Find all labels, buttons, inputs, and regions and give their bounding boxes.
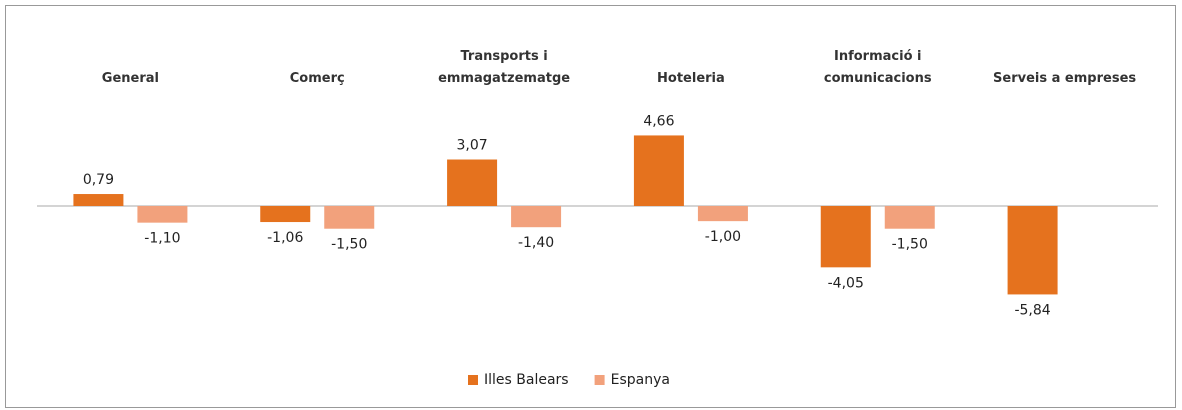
bar — [324, 206, 375, 229]
value-label: -4,05 — [828, 275, 864, 291]
category-label: Hoteleria — [657, 71, 725, 86]
bar — [820, 206, 871, 268]
value-label: 4,66 — [643, 113, 674, 129]
bar — [884, 206, 935, 229]
bar — [1007, 206, 1058, 295]
legend-label: Espanya — [611, 372, 670, 388]
category-label: General — [101, 71, 159, 86]
bar — [697, 206, 748, 222]
category-label: Informació i comunicacions — [823, 49, 932, 86]
chart-border — [5, 5, 1176, 408]
legend-label: Illes Balears — [484, 372, 569, 388]
category-label: Transports i emmagatzematge — [438, 49, 571, 86]
value-label: -1,50 — [892, 237, 928, 253]
value-label: 0,79 — [83, 172, 114, 188]
legend-swatch — [468, 375, 478, 385]
bar — [447, 159, 498, 206]
value-label: -1,50 — [331, 237, 367, 253]
value-label: -1,00 — [705, 229, 741, 245]
bar — [137, 206, 188, 223]
bar — [73, 194, 124, 206]
value-label: -5,84 — [1014, 302, 1050, 318]
value-label: -1,10 — [144, 231, 180, 247]
bar — [633, 135, 684, 206]
bar — [511, 206, 562, 228]
value-label: -1,06 — [267, 230, 303, 246]
value-label: -1,40 — [518, 235, 554, 251]
legend-swatch — [594, 375, 605, 385]
value-label: 3,07 — [456, 138, 487, 154]
category-label: Comerç — [289, 71, 345, 86]
bar — [260, 206, 311, 223]
category-label: Serveis a empreses — [993, 71, 1137, 86]
